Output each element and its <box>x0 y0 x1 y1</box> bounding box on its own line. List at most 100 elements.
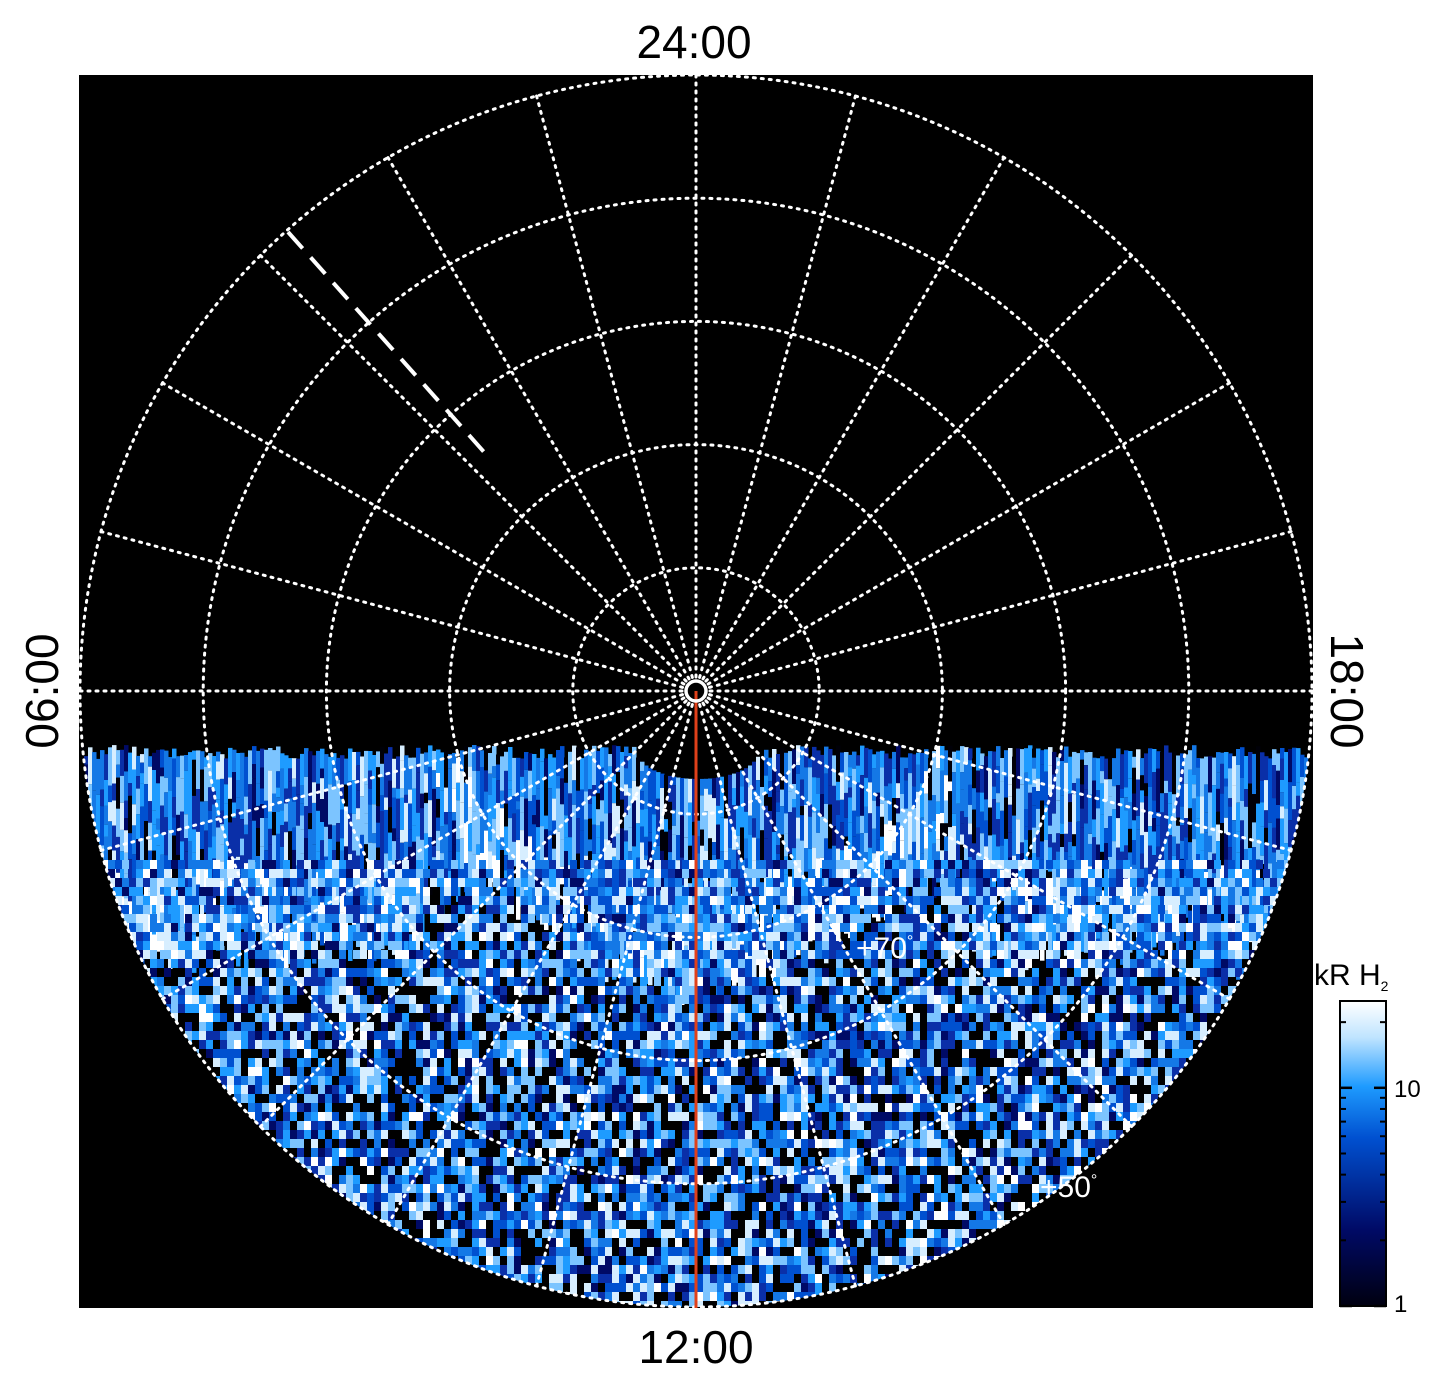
emission-streak <box>1268 794 1273 823</box>
emission-streak <box>140 838 145 881</box>
emission-streak <box>776 791 781 803</box>
emission-streak <box>180 755 185 779</box>
emission-streak <box>396 788 401 799</box>
emission-streak <box>300 829 305 854</box>
emission-pixel <box>549 869 556 878</box>
emission-pixel <box>857 869 864 878</box>
emission-streak <box>832 826 837 846</box>
emission-pixel <box>1207 1004 1214 1013</box>
emission-pixel <box>318 1040 325 1049</box>
emission-pixel <box>1067 923 1074 932</box>
emission-streak <box>580 789 585 831</box>
emission-streak <box>624 784 629 796</box>
emission-pixel <box>766 878 773 887</box>
emission-streak <box>300 815 305 830</box>
emission-streak <box>352 780 357 814</box>
emission-streak <box>116 808 121 837</box>
emission-pixel <box>290 986 297 995</box>
emission-streak <box>496 836 501 862</box>
emission-streak <box>1112 841 1117 881</box>
emission-pixel <box>591 950 598 959</box>
emission-pixel <box>367 914 374 923</box>
emission-pixel <box>885 896 892 905</box>
emission-streak <box>800 840 805 874</box>
emission-streak <box>804 805 809 848</box>
emission-pixel <box>1088 887 1095 896</box>
emission-streak <box>132 804 137 826</box>
emission-pixel <box>283 869 290 878</box>
emission-pixel <box>829 887 836 896</box>
emission-pixel <box>626 887 633 896</box>
emission-pixel <box>1270 887 1277 896</box>
emission-streak <box>1044 749 1049 772</box>
emission-streak <box>748 765 753 788</box>
emission-pixel <box>1165 932 1172 941</box>
emission-pixel <box>850 860 857 869</box>
emission-streak <box>436 798 441 818</box>
emission-pixel <box>612 896 619 905</box>
emission-pixel <box>829 878 836 887</box>
emission-streak <box>472 745 477 771</box>
emission-pixel <box>1004 995 1011 1004</box>
emission-pixel <box>612 959 619 968</box>
emission-pixel <box>1193 932 1200 941</box>
emission-streak <box>884 851 889 869</box>
emission-pixel <box>388 941 395 950</box>
emission-pixel <box>1109 959 1116 968</box>
emission-pixel <box>542 905 549 914</box>
emission-pixel <box>381 923 388 932</box>
emission-pixel <box>773 1013 780 1022</box>
emission-pixel <box>353 950 360 959</box>
emission-pixel <box>479 977 486 986</box>
emission-streak <box>432 788 437 812</box>
emission-streak <box>664 831 669 870</box>
emission-pixel <box>906 905 913 914</box>
emission-pixel <box>605 950 612 959</box>
emission-streak <box>148 822 153 840</box>
emission-pixel <box>990 941 997 950</box>
emission-streak <box>936 839 941 852</box>
emission-pixel <box>1130 1004 1137 1013</box>
emission-streak <box>148 766 153 802</box>
emission-streak <box>132 769 137 805</box>
emission-pixel <box>1228 896 1235 905</box>
emission-pixel <box>479 1031 486 1040</box>
emission-pixel <box>1095 941 1102 950</box>
emission-pixel <box>262 959 269 968</box>
emission-streak <box>436 749 441 773</box>
emission-streak <box>1272 749 1277 765</box>
emission-pixel <box>339 950 346 959</box>
emission-pixel <box>563 941 570 950</box>
emission-streak <box>824 746 829 774</box>
emission-streak <box>1088 833 1093 844</box>
emission-pixel <box>542 968 549 977</box>
emission-pixel <box>493 860 500 869</box>
emission-pixel <box>185 995 192 1004</box>
emission-streak <box>240 819 245 839</box>
emission-streak <box>160 805 165 834</box>
emission-streak <box>1060 834 1065 847</box>
emission-streak <box>932 795 937 821</box>
emission-pixel <box>948 923 955 932</box>
emission-pixel <box>682 986 689 995</box>
emission-pixel <box>822 887 829 896</box>
emission-streak <box>1128 866 1133 910</box>
emission-pixel <box>1123 1031 1130 1040</box>
emission-streak <box>368 842 373 878</box>
emission-streak <box>932 843 937 874</box>
emission-streak <box>472 770 477 812</box>
emission-streak <box>848 754 853 768</box>
emission-streak <box>132 923 137 955</box>
emission-pixel <box>157 941 164 950</box>
emission-streak <box>416 812 421 837</box>
emission-pixel <box>1039 896 1046 905</box>
emission-pixel <box>1172 1022 1179 1031</box>
emission-pixel <box>829 986 836 995</box>
emission-streak <box>964 803 969 817</box>
emission-pixel <box>1256 923 1263 932</box>
emission-pixel <box>787 941 794 950</box>
emission-pixel <box>269 914 276 923</box>
emission-streak <box>924 749 929 772</box>
emission-pixel <box>1165 941 1172 950</box>
emission-pixel <box>1165 1022 1172 1031</box>
